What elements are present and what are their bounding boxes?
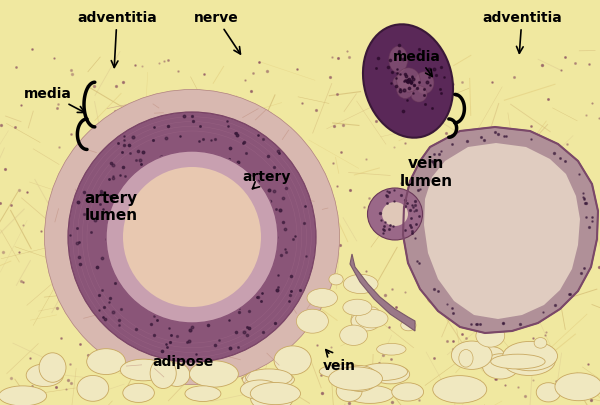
Ellipse shape: [346, 386, 394, 403]
Ellipse shape: [123, 384, 154, 403]
Ellipse shape: [415, 72, 434, 95]
Text: artery
lumen: artery lumen: [85, 190, 137, 223]
Ellipse shape: [503, 346, 555, 375]
Text: adipose: adipose: [152, 354, 214, 368]
Ellipse shape: [365, 307, 380, 325]
Ellipse shape: [363, 25, 453, 139]
Ellipse shape: [359, 363, 407, 381]
Ellipse shape: [512, 345, 542, 370]
Text: media: media: [393, 50, 441, 77]
Text: media: media: [24, 87, 85, 113]
Ellipse shape: [87, 349, 125, 375]
Ellipse shape: [319, 364, 368, 379]
Ellipse shape: [340, 325, 368, 345]
Ellipse shape: [356, 309, 388, 328]
Ellipse shape: [342, 366, 378, 392]
Text: nerve: nerve: [194, 11, 241, 55]
Ellipse shape: [343, 299, 372, 316]
Ellipse shape: [245, 369, 292, 386]
Ellipse shape: [68, 113, 316, 362]
Ellipse shape: [411, 86, 427, 103]
Ellipse shape: [351, 312, 380, 331]
Ellipse shape: [421, 276, 455, 296]
Ellipse shape: [504, 287, 525, 300]
Ellipse shape: [428, 294, 454, 305]
Ellipse shape: [308, 311, 327, 328]
Ellipse shape: [351, 311, 365, 330]
Ellipse shape: [274, 346, 311, 375]
Text: adventitia: adventitia: [482, 11, 562, 54]
Ellipse shape: [555, 373, 600, 401]
Text: adventitia: adventitia: [77, 11, 157, 68]
Ellipse shape: [185, 386, 221, 401]
Ellipse shape: [123, 168, 261, 307]
Ellipse shape: [475, 346, 504, 362]
Ellipse shape: [459, 350, 473, 367]
Ellipse shape: [250, 383, 293, 405]
Ellipse shape: [392, 383, 424, 401]
Ellipse shape: [503, 341, 557, 371]
Ellipse shape: [371, 365, 410, 384]
Text: artery: artery: [243, 169, 291, 189]
Ellipse shape: [150, 358, 176, 388]
Ellipse shape: [77, 375, 109, 401]
Ellipse shape: [296, 309, 328, 333]
Ellipse shape: [536, 383, 560, 402]
Ellipse shape: [164, 363, 190, 386]
Text: vein: vein: [323, 350, 355, 372]
Ellipse shape: [307, 289, 337, 307]
Ellipse shape: [39, 353, 66, 382]
Ellipse shape: [343, 275, 378, 294]
Polygon shape: [403, 128, 598, 333]
Ellipse shape: [389, 47, 407, 74]
Ellipse shape: [397, 69, 420, 93]
Ellipse shape: [0, 386, 47, 405]
Ellipse shape: [367, 189, 422, 241]
Ellipse shape: [393, 76, 413, 90]
Ellipse shape: [336, 381, 362, 402]
Ellipse shape: [106, 151, 278, 323]
Text: vein
lumen: vein lumen: [400, 156, 452, 188]
Ellipse shape: [534, 338, 547, 348]
Ellipse shape: [397, 80, 414, 99]
Ellipse shape: [190, 361, 238, 387]
Polygon shape: [350, 254, 415, 331]
Ellipse shape: [250, 383, 301, 405]
Ellipse shape: [242, 371, 295, 389]
Ellipse shape: [382, 202, 408, 226]
Ellipse shape: [329, 367, 382, 390]
Ellipse shape: [491, 354, 545, 369]
Ellipse shape: [433, 376, 487, 403]
Polygon shape: [424, 144, 580, 319]
Ellipse shape: [482, 354, 518, 379]
Ellipse shape: [451, 341, 492, 369]
Ellipse shape: [121, 359, 167, 381]
Ellipse shape: [476, 322, 490, 342]
Ellipse shape: [476, 325, 505, 347]
Ellipse shape: [241, 380, 280, 399]
Ellipse shape: [329, 274, 343, 285]
Ellipse shape: [401, 320, 416, 331]
Ellipse shape: [377, 343, 406, 355]
Ellipse shape: [26, 364, 64, 387]
Ellipse shape: [44, 90, 340, 385]
